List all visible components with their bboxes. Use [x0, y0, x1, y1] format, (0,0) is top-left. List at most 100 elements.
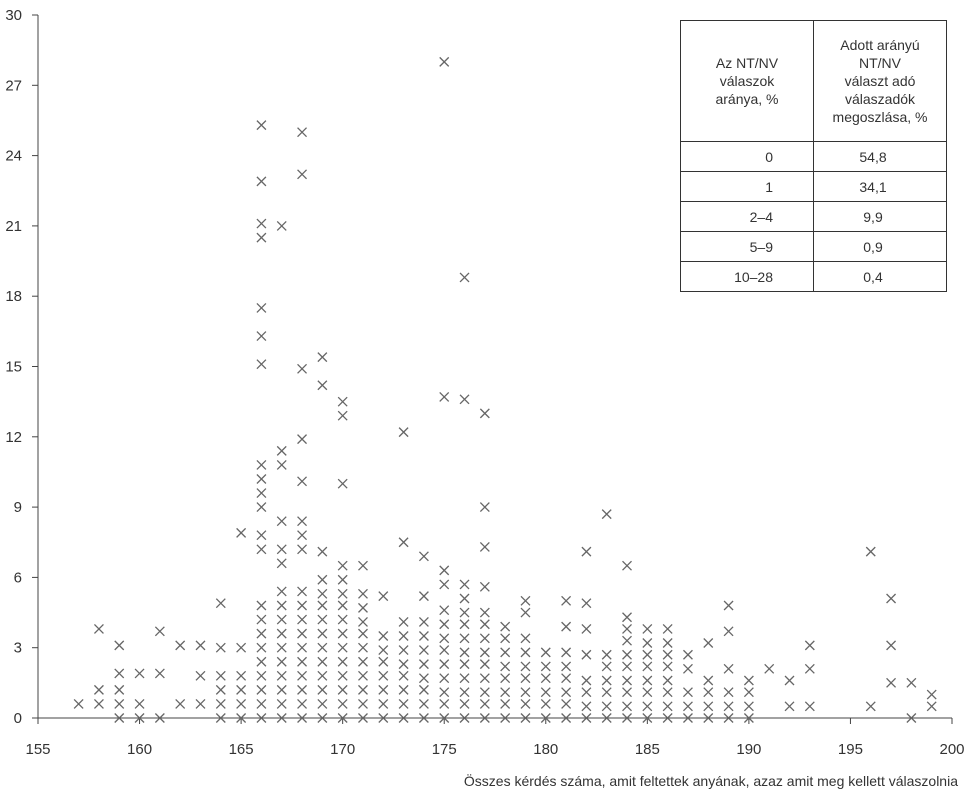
x-tick-label: 180: [533, 741, 558, 758]
data-point: [256, 530, 267, 541]
header-line: válaszadók: [844, 91, 916, 107]
data-point: [337, 478, 348, 489]
data-point: [418, 673, 429, 684]
data-point: [337, 560, 348, 571]
data-point: [418, 659, 429, 670]
data-point: [297, 169, 308, 180]
data-point: [581, 598, 592, 609]
data-point: [459, 698, 470, 709]
data-point: [703, 713, 714, 723]
data-point: [601, 649, 612, 660]
data-point: [215, 670, 226, 681]
data-point: [622, 635, 632, 646]
data-point: [622, 649, 632, 660]
data-point: [906, 677, 917, 688]
data-point: [479, 633, 490, 644]
data-point: [886, 677, 897, 688]
inset-table-header: Az NT/NV válaszok aránya, % Adott arányú…: [680, 20, 947, 142]
data-point: [662, 638, 673, 648]
data-point: [723, 713, 734, 723]
data-point: [236, 642, 247, 653]
data-point: [642, 713, 653, 723]
x-tick-label: 155: [25, 741, 50, 758]
data-point: [378, 645, 389, 656]
data-point: [297, 434, 308, 445]
inset-header-col-2: Adott arányú NT/NV választ adó válaszadó…: [813, 20, 947, 142]
data-point: [743, 701, 754, 712]
data-point: [622, 687, 632, 698]
data-point: [439, 659, 450, 670]
table-cell-distribution: 0,4: [813, 261, 947, 292]
data-point: [622, 713, 632, 723]
y-axis: 0 3 6 9 12 15 18 21 24 27 30: [5, 7, 39, 727]
data-point: [114, 684, 125, 695]
data-point: [256, 502, 267, 513]
data-point: [581, 687, 592, 698]
data-point: [236, 698, 247, 709]
data-point: [601, 509, 612, 520]
data-point: [540, 661, 551, 672]
x-tick-label: 195: [838, 741, 863, 758]
header-line: aránya, %: [715, 91, 779, 107]
data-point: [540, 647, 551, 658]
data-point: [479, 581, 490, 592]
data-point: [479, 408, 490, 419]
data-point: [500, 621, 511, 632]
data-point: [479, 659, 490, 670]
data-point: [297, 600, 308, 611]
data-point: [337, 396, 348, 407]
data-point: [276, 684, 287, 695]
data-point: [520, 595, 531, 606]
data-point: [662, 713, 673, 723]
y-tick-label: 3: [14, 640, 22, 657]
data-point: [418, 631, 429, 641]
data-point: [337, 642, 348, 653]
data-point: [337, 600, 348, 611]
table-cell-distribution: 9,9: [813, 201, 947, 232]
data-point: [439, 565, 450, 576]
data-point: [276, 642, 287, 653]
data-point: [317, 588, 328, 599]
data-point: [93, 623, 104, 634]
y-tick-label: 21: [5, 218, 22, 235]
data-point: [276, 656, 287, 667]
data-point: [195, 640, 206, 651]
data-point: [682, 701, 693, 712]
data-point: [337, 698, 348, 709]
data-point: [520, 647, 531, 658]
data-point: [297, 544, 308, 555]
data-point: [561, 698, 572, 709]
data-point: [256, 474, 267, 484]
data-point: [398, 645, 409, 656]
data-point: [479, 607, 490, 618]
data-point: [256, 684, 267, 695]
data-point: [297, 363, 308, 374]
data-point: [358, 656, 368, 667]
data-point: [723, 687, 734, 698]
data-point: [418, 551, 429, 562]
data-point: [337, 628, 348, 639]
data-point: [561, 687, 572, 698]
data-point: [703, 701, 714, 712]
table-row: 0 54,8: [680, 141, 947, 172]
data-point: [540, 673, 551, 684]
y-tick-label: 27: [5, 77, 22, 94]
data-point: [398, 684, 409, 695]
data-point: [236, 670, 247, 681]
data-point: [520, 661, 531, 672]
data-point: [276, 459, 287, 470]
data-point: [358, 713, 368, 723]
data-point: [276, 586, 287, 597]
data-point: [317, 642, 328, 653]
data-point: [723, 600, 734, 611]
data-point: [561, 621, 572, 632]
header-line: válaszok: [719, 73, 775, 89]
data-point: [886, 593, 897, 604]
data-point: [601, 687, 612, 698]
data-point: [256, 331, 267, 341]
data-point: [276, 670, 287, 681]
data-point: [215, 713, 226, 723]
data-point: [479, 698, 490, 709]
data-point: [297, 530, 308, 541]
data-point: [276, 713, 287, 723]
